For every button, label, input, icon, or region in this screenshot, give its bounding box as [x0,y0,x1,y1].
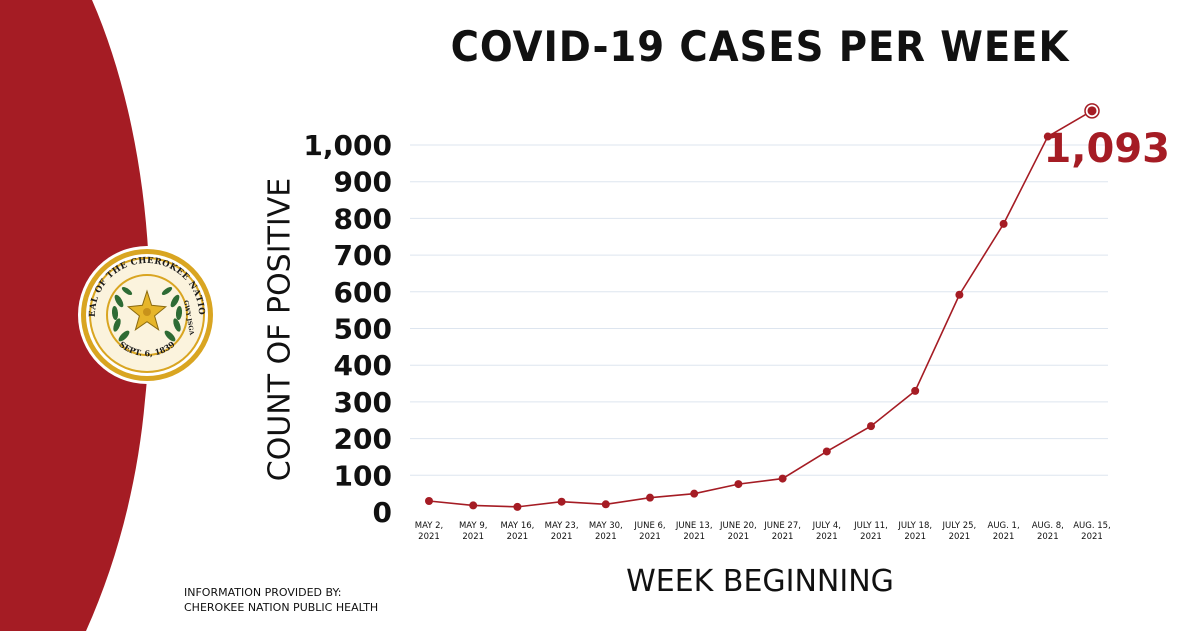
x-tick-label-line: AUG. 15, [1073,521,1111,531]
x-tick-label-line: JUNE 27, [763,521,801,531]
x-tick-label-line: 2021 [595,532,617,542]
side-band [0,0,150,631]
x-tick-label-line: 2021 [728,532,750,542]
x-tick-label: MAY 9, 2021 [459,521,488,542]
data-point [690,489,699,498]
data-point [955,290,964,299]
data-point [999,219,1008,228]
x-tick-label-line: MAY 16, [500,521,534,531]
x-tick-label: AUG. 8, 2021 [1032,521,1064,542]
x-tick-label-line: 2021 [949,532,971,542]
x-tick-label-line: JUNE 6, [633,521,665,531]
x-tick-label: JUNE 13, 2021 [675,521,713,542]
chart-title: COVID-19 CASES PER WEEK [450,22,1070,71]
y-tick-label: 500 [334,313,392,346]
x-tick-label: AUG. 15, 2021 [1073,521,1111,542]
x-tick-label: JUNE 20, 2021 [719,521,757,542]
x-tick-label: JULY 11, 2021 [853,521,888,542]
wreath-icon [111,286,183,342]
y-tick-label: 200 [334,423,392,456]
x-tick-label-line: 2021 [507,532,529,542]
y-tick-label: 300 [334,386,392,419]
x-tick-label-line: JULY 4, [812,521,841,531]
x-axis-label: WEEK BEGINNING [626,564,894,599]
side-band-shape [0,0,150,631]
x-tick-label: JUNE 6, 2021 [633,521,665,542]
data-point [1087,106,1097,116]
data-point [867,422,875,431]
series-layer [425,103,1100,511]
y-tick-label: 800 [334,202,392,235]
y-tick-label: 900 [334,166,392,199]
x-tick-label-line: 2021 [860,532,882,542]
x-tick-label-line: 2021 [462,532,484,542]
x-tick-label-line: JULY 25, [942,521,977,531]
x-tick-label: JULY 4, 2021 [812,521,841,542]
x-tick-label-line: JULY 11, [853,521,888,531]
x-tick-label-line: AUG. 8, [1032,521,1064,531]
x-tick-label: AUG. 1, 2021 [988,521,1020,542]
x-tick-label-line: 2021 [1037,532,1059,542]
data-point [425,496,433,505]
x-tick-label: JULY 18, 2021 [897,521,932,542]
x-tick-label: MAY 23, 2021 [545,521,579,542]
y-tick-label: 0 [373,496,392,529]
x-tick-label-line: 2021 [639,532,661,542]
y-tick-label: 1,000 [303,129,392,162]
data-point [601,500,610,509]
x-tick-label-line: 2021 [683,532,705,542]
x-tick-label-line: JULY 18, [897,521,932,531]
data-point [822,447,831,456]
series-line [428,110,1093,508]
data-point [911,386,920,395]
annotation-layer: 1,093 [1043,126,1170,172]
x-tick-label: MAY 30, 2021 [589,521,623,542]
x-tick-label-line: MAY 30, [589,521,623,531]
data-point [469,501,478,510]
callout-value-label: 1,093 [1043,126,1170,172]
cherokee-nation-seal: SEAL OF THE CHEROKEE NATION SEPT. 6, 183… [77,245,216,384]
gridlines [410,144,1108,476]
x-tick-label-line: 2021 [1081,532,1103,542]
x-tick-label-line: 2021 [551,532,573,542]
credit-line-1: INFORMATION PROVIDED BY: [184,586,342,599]
x-tick-label-line: 2021 [816,532,838,542]
x-tick-label-line: 2021 [772,532,794,542]
source-credit: INFORMATION PROVIDED BY: CHEROKEE NATION… [184,585,378,615]
x-tick-label: JUNE 27, 2021 [763,521,801,542]
x-tick-label-line: 2021 [418,532,440,542]
credit-line-2: CHEROKEE NATION PUBLIC HEALTH [184,601,379,614]
data-point [646,493,654,502]
x-tick-label-line: MAY 9, [459,521,488,531]
data-point [778,474,787,483]
x-tick-label-line: 2021 [993,532,1015,542]
y-tick-label: 400 [334,349,392,382]
x-tick-label: MAY 16, 2021 [500,521,534,542]
x-tick-label-line: JUNE 13, [675,521,713,531]
x-tick-label-line: AUG. 1, [988,521,1020,531]
y-tick-label: 600 [334,276,392,309]
x-tick-label: JULY 25, 2021 [942,521,977,542]
data-point [1043,132,1052,141]
y-tick-label: 700 [334,239,392,272]
data-point [557,497,566,506]
x-tick-label-line: MAY 2, [415,521,444,531]
y-tick-label: 100 [334,459,392,492]
data-point [734,480,743,489]
x-tick-label-line: JUNE 20, [719,521,757,531]
x-tick-label-line: MAY 23, [545,521,579,531]
data-point [513,502,522,511]
x-tick-label-line: 2021 [904,532,926,542]
x-tick-label: MAY 2, 2021 [415,521,444,542]
